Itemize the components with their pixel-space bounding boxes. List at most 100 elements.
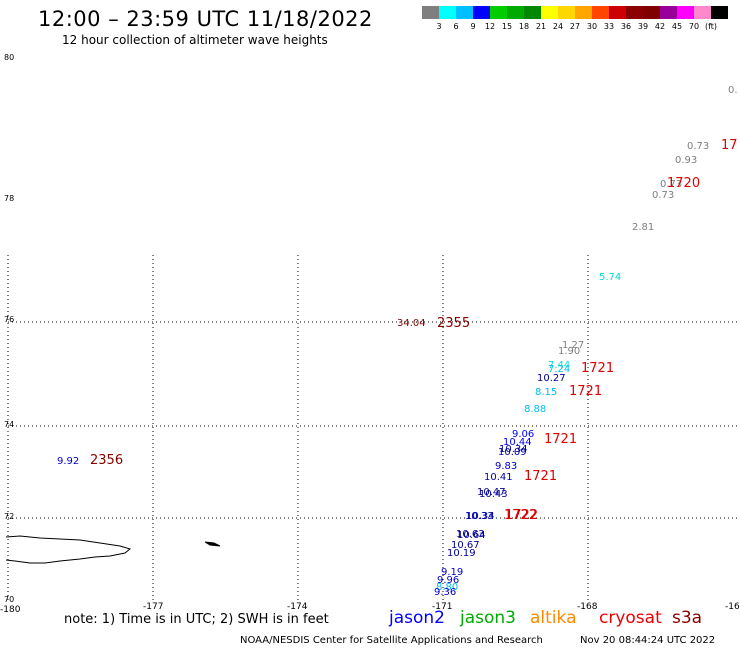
pass-time-label: 1721 xyxy=(524,469,557,484)
wave-height-value: 10.33 xyxy=(465,511,494,522)
latitude-label: 70 xyxy=(4,595,14,604)
wave-height-value: 10.63 xyxy=(456,529,485,540)
satellite-legend-altika: altika xyxy=(530,608,577,628)
islet-outline xyxy=(204,541,221,547)
wave-height-value: 10.67 xyxy=(451,540,480,551)
satellite-legend-cryosat: cryosat xyxy=(599,608,662,628)
page-title: 12:00 – 23:59 UTC 11/18/2022 xyxy=(38,7,373,31)
scale-swatch xyxy=(524,6,541,19)
wave-height-value: 10.64 xyxy=(457,530,486,541)
scale-swatch xyxy=(558,6,575,19)
satellite-legend-jason2: jason2 xyxy=(389,608,445,628)
scale-label: 9 xyxy=(470,22,476,31)
wave-height-value: 2.81 xyxy=(632,222,654,233)
scale-label: 39 xyxy=(637,22,649,31)
wave-height-value: 0.73 xyxy=(652,190,674,201)
scale-label: (ft) xyxy=(704,22,718,31)
wave-height-value: 34.04 xyxy=(397,318,426,329)
scale-label: 6 xyxy=(453,22,459,31)
wave-height-value: 10.34 xyxy=(499,444,528,455)
longitude-label: -180 xyxy=(0,605,21,615)
map-grid xyxy=(7,255,740,600)
scale-label: 70 xyxy=(688,22,700,31)
longitude-label: -174 xyxy=(287,602,308,612)
wave-height-value: 9.83 xyxy=(495,461,517,472)
scale-label: 42 xyxy=(654,22,666,31)
scale-swatch xyxy=(541,6,558,19)
scale-swatch xyxy=(575,6,592,19)
wave-height-value: 0.73 xyxy=(660,179,682,190)
pass-time-label: 2355 xyxy=(437,316,470,331)
scale-swatch xyxy=(711,6,728,19)
wave-height-value: 10.47 xyxy=(477,487,506,498)
wave-height-value: 1.27 xyxy=(562,340,584,351)
wave-height-value: 9.19 xyxy=(441,567,463,578)
scale-swatch xyxy=(660,6,677,19)
pass-time-label: 1721 xyxy=(581,361,614,376)
scale-swatch xyxy=(626,6,643,19)
scale-label: 45 xyxy=(671,22,683,31)
footer-credit: NOAA/NESDIS Center for Satellite Applica… xyxy=(240,635,543,646)
wave-height-value: 1.90 xyxy=(558,346,580,357)
scale-label: 30 xyxy=(586,22,598,31)
wave-height-value: 0.73 xyxy=(687,141,709,152)
scale-label: 36 xyxy=(620,22,632,31)
scale-label: 3 xyxy=(436,22,442,31)
longitude-label: -171 xyxy=(432,602,452,612)
scale-swatch xyxy=(456,6,473,19)
scale-swatch xyxy=(507,6,524,19)
scale-swatch xyxy=(592,6,609,19)
wave-height-value: 9.06 xyxy=(512,429,534,440)
wave-height-value: 9.36 xyxy=(434,587,456,598)
wave-height-value: 10.44 xyxy=(503,437,532,448)
scale-swatch xyxy=(643,6,660,19)
pass-time-label: 1722 xyxy=(504,508,537,523)
wave-height-value: 9.92 xyxy=(57,456,79,467)
longitude-label: -168 xyxy=(577,602,598,612)
wave-height-value: 9.96 xyxy=(437,575,459,586)
scale-swatch xyxy=(422,6,439,19)
pass-time-label: 1721 xyxy=(544,432,577,447)
longitude-label: -177 xyxy=(143,602,163,612)
wave-height-value: 10.27 xyxy=(537,373,566,384)
wave-height-value: 5.74 xyxy=(599,272,621,283)
wave-height-value: 10.41 xyxy=(484,472,513,483)
wave-height-value: 8.88 xyxy=(524,404,546,415)
latitude-label: 74 xyxy=(4,420,14,429)
latitude-label: 76 xyxy=(4,315,14,324)
scale-label: 24 xyxy=(552,22,564,31)
longitude-label: -16 xyxy=(725,602,740,612)
wave-height-value: 0. xyxy=(728,85,738,96)
pass-time-label: 1721 xyxy=(569,384,602,399)
latitude-label: 78 xyxy=(4,194,14,203)
wave-height-value: 0.93 xyxy=(675,155,697,166)
wave-height-value: 10.34 xyxy=(466,511,495,522)
scale-label: 27 xyxy=(569,22,581,31)
scale-swatch xyxy=(609,6,626,19)
wave-height-value: 8.80 xyxy=(436,582,458,593)
scale-label: 15 xyxy=(501,22,513,31)
scale-label: 33 xyxy=(603,22,615,31)
footer-timestamp: Nov 20 08:44:24 UTC 2022 xyxy=(580,635,716,646)
scale-swatch xyxy=(473,6,490,19)
footer-note: note: 1) Time is in UTC; 2) SWH is in fe… xyxy=(64,612,329,627)
wave-height-value: 7.44 xyxy=(548,360,570,371)
wave-height-value: 7.24 xyxy=(548,364,570,375)
satellite-legend-s3a: s3a xyxy=(672,608,703,628)
pass-time-label: 2356 xyxy=(90,453,123,468)
wave-height-value: 10.19 xyxy=(447,548,476,559)
scale-swatch xyxy=(677,6,694,19)
wave-height-value: 10.43 xyxy=(479,489,508,500)
latitude-label: 80 xyxy=(4,53,14,62)
scale-label: 21 xyxy=(535,22,547,31)
wave-height-value: 8.15 xyxy=(535,387,557,398)
scale-label: 12 xyxy=(484,22,496,31)
page-subtitle: 12 hour collection of altimeter wave hei… xyxy=(62,33,328,47)
scale-label: 18 xyxy=(518,22,530,31)
scale-swatch xyxy=(439,6,456,19)
latitude-label: 72 xyxy=(4,512,14,521)
scale-swatch xyxy=(694,6,711,19)
wave-height-value: 10.09 xyxy=(498,447,527,458)
